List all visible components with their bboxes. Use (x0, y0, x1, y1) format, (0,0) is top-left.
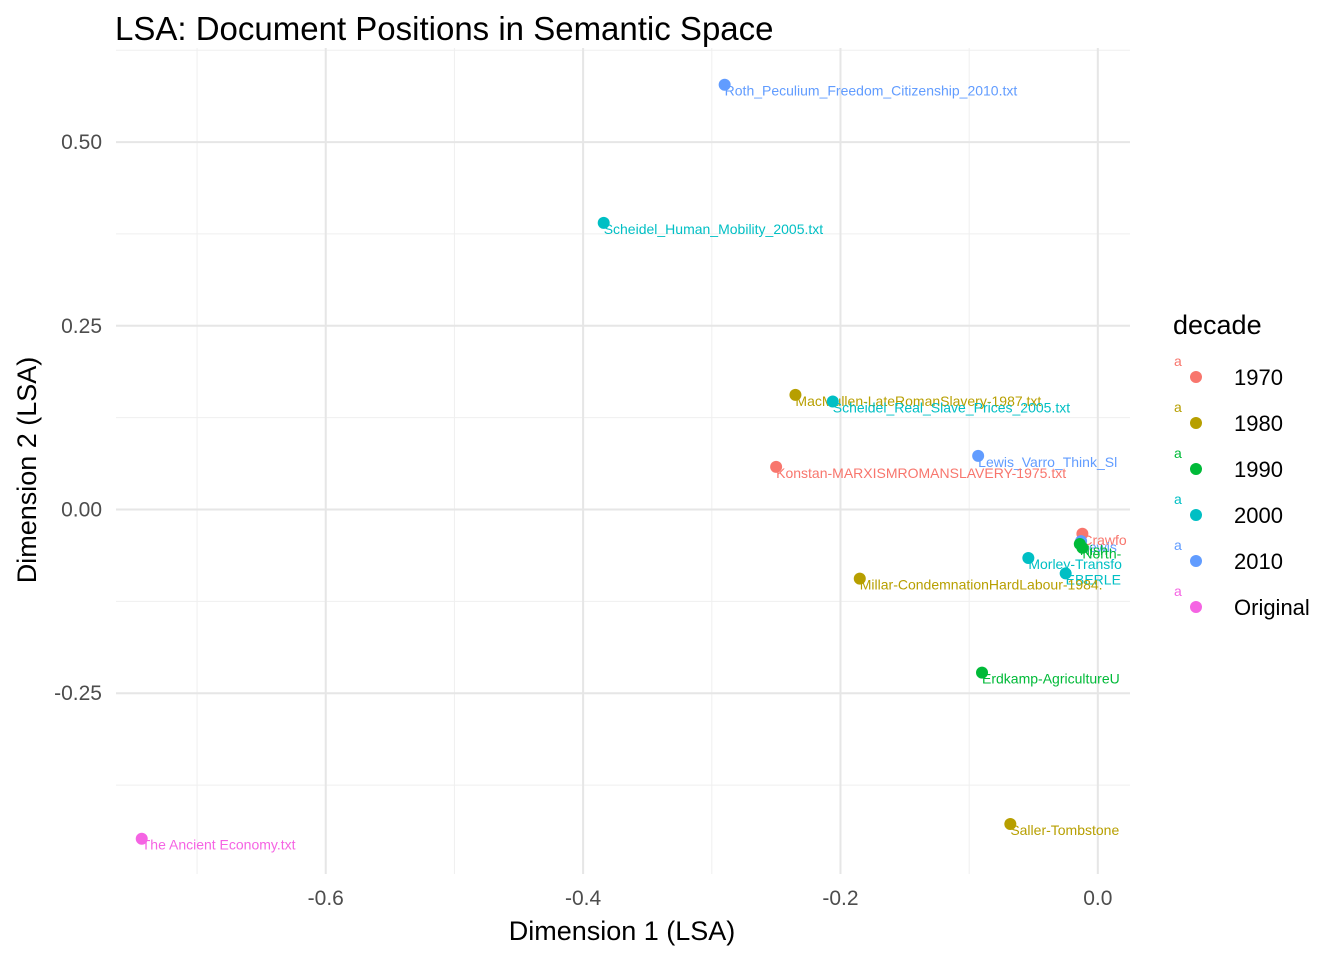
legend-key-point (1190, 509, 1202, 521)
legend-key-point (1190, 417, 1202, 429)
legend-title: decade (1173, 310, 1262, 340)
y-tick-label: 0.25 (61, 315, 102, 338)
legend-key-point (1190, 601, 1202, 613)
point-label: North- (1082, 546, 1121, 562)
legend-key-glyph: a (1174, 399, 1182, 415)
data-point (597, 216, 610, 229)
y-axis-title: Dimension 2 (LSA) (12, 357, 42, 584)
y-axis-ticks: 0.50 0.25 0.00 -0.25 (54, 131, 102, 705)
legend-key-point (1190, 371, 1202, 383)
y-tick-label: 0.50 (61, 131, 102, 154)
data-point (972, 449, 985, 462)
point-label: Roth_Peculium_Freedom_Citizenship_2010.t… (725, 83, 1018, 99)
legend-label: 1990 (1234, 457, 1283, 482)
data-point (826, 395, 839, 408)
legend-key-glyph: a (1174, 537, 1182, 553)
point-label: Scheidel_Real_Slave_Prices_2005.txt (833, 399, 1070, 415)
point-label: Lewis (1081, 539, 1117, 555)
grid-lines (116, 48, 1130, 874)
point-label: EBERLE (1066, 571, 1121, 587)
point-label: Morley-Transfo (1028, 556, 1122, 572)
x-axis-ticks: -0.6 -0.4 -0.2 0.0 (308, 887, 1113, 910)
x-tick-label: 0.0 (1083, 887, 1112, 910)
legend-label: Original (1234, 595, 1310, 620)
point-label: Konstan-MARXISMROMANSLAVERY-1975.txt (776, 465, 1066, 481)
x-tick-label: -0.4 (565, 887, 602, 910)
point-label: Lewis_Varro_Think_Sl (978, 454, 1117, 470)
data-point (853, 572, 866, 585)
point-label: Scheidel_Human_Mobility_2005.txt (604, 221, 824, 237)
legend-key-glyph: a (1174, 583, 1182, 599)
chart-title: LSA: Document Positions in Semantic Spac… (115, 10, 774, 47)
legend-key-point (1190, 463, 1202, 475)
legend-key-glyph: a (1174, 353, 1182, 369)
legend-label: 2000 (1234, 503, 1283, 528)
data-point (770, 460, 783, 473)
y-tick-label: 0.00 (61, 499, 102, 522)
point-label: MacMullen-LateRomanSlavery-1987.txt (795, 393, 1041, 409)
point-label: Crawfo (1082, 532, 1127, 548)
legend-label: 1980 (1234, 411, 1283, 436)
x-tick-label: -0.2 (822, 887, 858, 910)
data-points: Roth_Peculium_Freedom_Citizenship_2010.t… (135, 78, 1127, 853)
x-axis-title: Dimension 1 (LSA) (509, 916, 736, 946)
point-label: Millar-CondemnationHardLabour-1984. (860, 577, 1103, 593)
legend-label: 2010 (1234, 549, 1283, 574)
legend-key-glyph: a (1174, 491, 1182, 507)
data-point (1076, 541, 1089, 554)
point-label: Erdkamp-AgricultureU (982, 671, 1120, 687)
data-point (718, 78, 731, 91)
data-point (135, 832, 148, 845)
legend-key-glyph: a (1174, 445, 1182, 461)
legend: decade a 1970 a 1980 a 1990 a 2000 a 2010 a Origina… (1173, 310, 1310, 620)
y-tick-label: -0.25 (54, 682, 102, 705)
data-point (1059, 567, 1072, 580)
data-point (976, 666, 989, 679)
data-point (789, 388, 802, 401)
point-label: The Ancient Economy.txt (142, 837, 296, 853)
point-label: Saller-Tombstone (1010, 822, 1119, 838)
legend-key-point (1190, 555, 1202, 567)
legend-label: 1970 (1234, 365, 1283, 390)
x-tick-label: -0.6 (308, 887, 344, 910)
data-point (1004, 818, 1017, 831)
data-point (1022, 552, 1035, 565)
